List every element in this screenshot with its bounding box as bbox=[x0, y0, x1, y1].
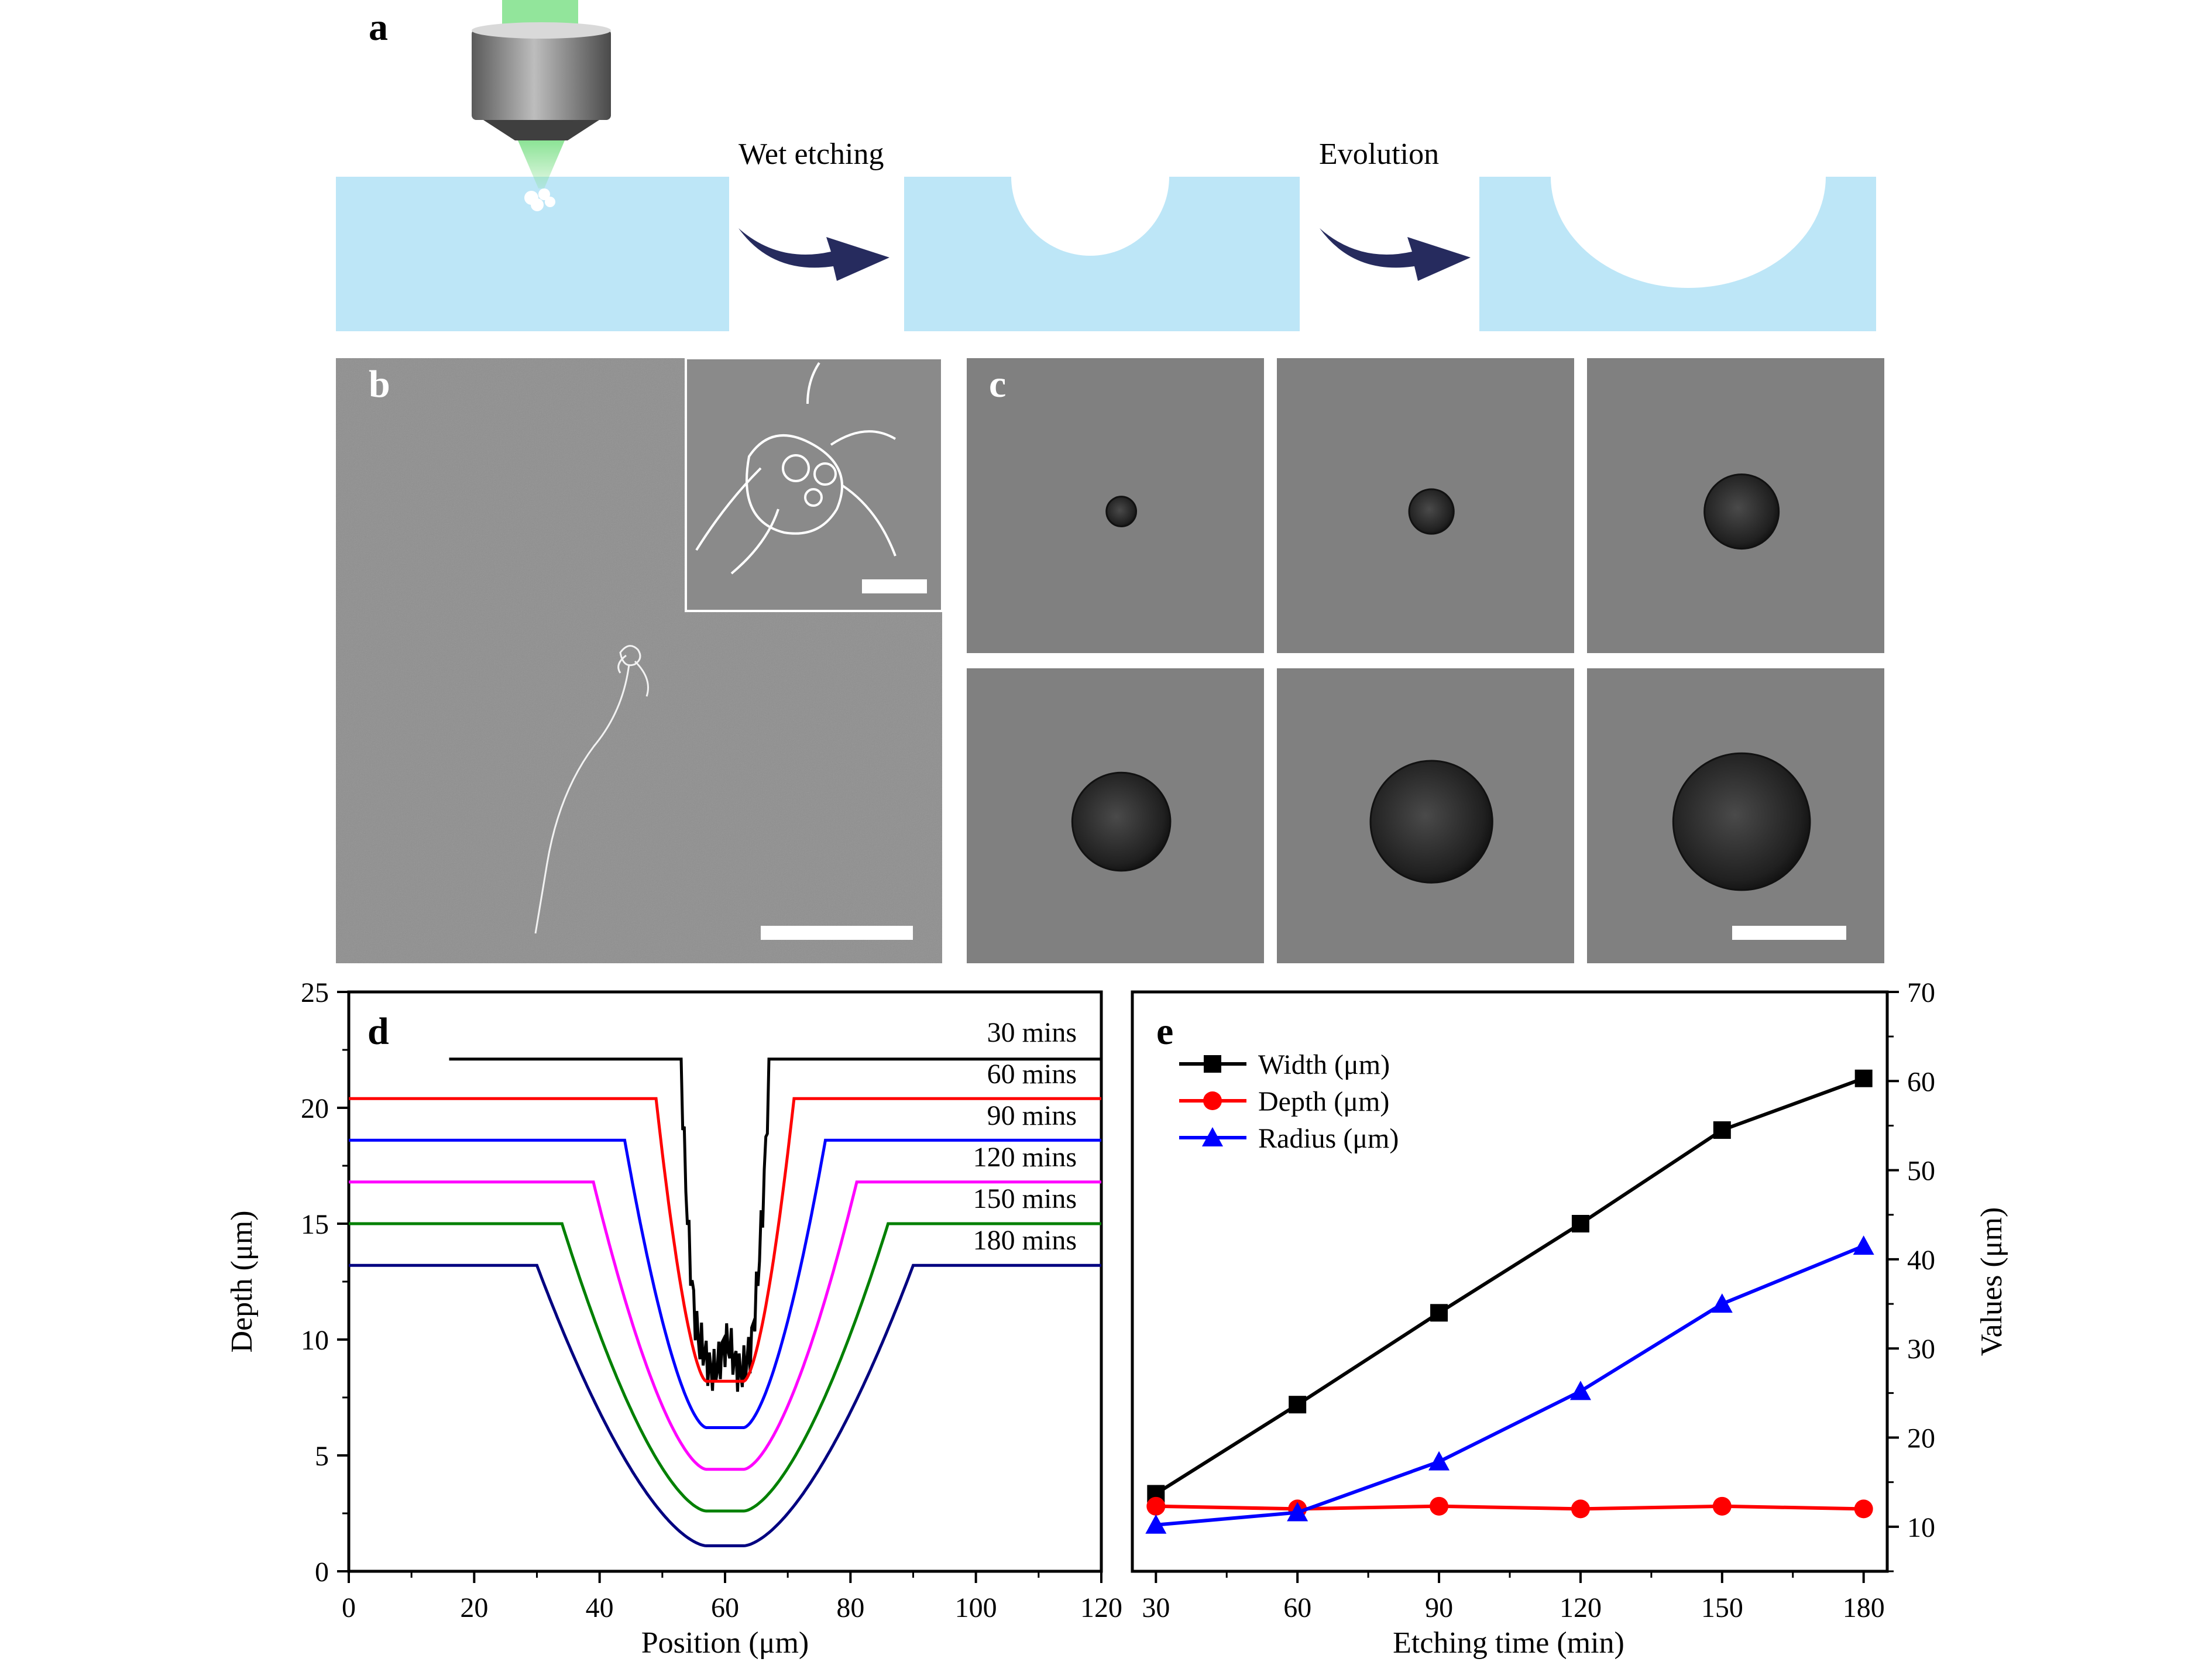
series-label: 90 mins bbox=[987, 1100, 1077, 1131]
etched-crater bbox=[1071, 771, 1172, 872]
legend-label: Radius (μm) bbox=[1258, 1123, 1399, 1154]
y-tick-label: 30 bbox=[1907, 1334, 1935, 1365]
y-tick-label: 5 bbox=[315, 1441, 329, 1472]
etched-crater bbox=[1408, 488, 1455, 535]
data-point bbox=[1145, 1514, 1167, 1534]
x-tick-label: 20 bbox=[460, 1592, 488, 1623]
data-point bbox=[1430, 1304, 1448, 1322]
panel-b-sem-image: b bbox=[336, 357, 943, 963]
substrate-2 bbox=[904, 177, 1300, 331]
y-tick-label: 40 bbox=[1907, 1245, 1935, 1276]
x-tick-label: 60 bbox=[1283, 1592, 1311, 1623]
x-tick-label: 120 bbox=[1080, 1592, 1122, 1623]
depth-profile-line bbox=[349, 1180, 1101, 1471]
chart-d-ylabel: Depth (μm) bbox=[225, 1210, 259, 1352]
panel-e-chart: 30 60 90 120 150 180 10 20 30 40 50 60 70 Width (μm)… bbox=[1131, 977, 2008, 1660]
laser-spot-debris bbox=[534, 645, 649, 934]
x-tick-label: 180 bbox=[1843, 1592, 1885, 1623]
series-line bbox=[1156, 1244, 1864, 1527]
series-line bbox=[1156, 1504, 1864, 1511]
depth-profile-line bbox=[349, 1138, 1101, 1429]
y-tick-label: 20 bbox=[1907, 1423, 1935, 1454]
y-tick-label: 50 bbox=[1907, 1156, 1935, 1187]
series-line bbox=[1155, 1076, 1864, 1496]
panel-d-label: d bbox=[367, 1010, 389, 1053]
panel-e-label: e bbox=[1156, 1010, 1173, 1053]
data-point bbox=[1854, 1499, 1873, 1519]
chart-e-xlabel: Etching time (min) bbox=[1393, 1626, 1624, 1660]
depth-profile-line bbox=[349, 1097, 1101, 1383]
inset-debris bbox=[695, 362, 897, 575]
y-tick-label: 0 bbox=[315, 1557, 329, 1588]
etched-crater bbox=[1703, 473, 1780, 550]
y-tick-label: 70 bbox=[1907, 977, 1935, 1008]
series-label: 60 mins bbox=[987, 1059, 1077, 1090]
chart-d-xlabel: Position (μm) bbox=[641, 1626, 809, 1660]
x-tick-label: 90 bbox=[1425, 1592, 1453, 1623]
substrate-3 bbox=[1479, 177, 1876, 331]
y-tick-label: 10 bbox=[301, 1325, 329, 1356]
series-label: 120 mins bbox=[973, 1142, 1077, 1173]
data-point bbox=[1203, 1091, 1222, 1110]
y-tick-label: 10 bbox=[1907, 1512, 1935, 1543]
legend-label: Depth (μm) bbox=[1258, 1086, 1389, 1117]
data-point bbox=[1712, 1496, 1732, 1516]
legend-label: Width (μm) bbox=[1258, 1049, 1390, 1080]
evolution-label: Evolution bbox=[1319, 138, 1439, 171]
series-label: 180 mins bbox=[973, 1225, 1077, 1256]
panel-d-chart: 0 20 40 60 80 100 120 0 5 10 15 20 25 30 mins 60 mins… bbox=[225, 977, 1122, 1660]
etched-crater bbox=[1105, 496, 1138, 527]
data-point bbox=[1289, 1396, 1307, 1414]
x-tick-label: 40 bbox=[586, 1592, 614, 1623]
panel-b-label: b bbox=[369, 363, 390, 406]
data-point bbox=[1853, 1235, 1874, 1255]
data-point bbox=[1428, 1451, 1450, 1471]
x-tick-label: 60 bbox=[711, 1592, 739, 1623]
series-label: 30 mins bbox=[987, 1017, 1077, 1048]
panel-c-label: c bbox=[989, 363, 1006, 406]
x-tick-label: 0 bbox=[342, 1592, 356, 1623]
data-point bbox=[1854, 1069, 1873, 1087]
sem-inset bbox=[685, 357, 943, 612]
data-point bbox=[1204, 1055, 1221, 1073]
data-point bbox=[1711, 1293, 1733, 1313]
data-point bbox=[1287, 1502, 1308, 1522]
data-point bbox=[1146, 1496, 1166, 1516]
wet-etching-label: Wet etching bbox=[739, 138, 884, 171]
y-tick-label: 25 bbox=[301, 977, 329, 1008]
x-tick-label: 120 bbox=[1560, 1592, 1602, 1623]
x-tick-label: 80 bbox=[836, 1592, 864, 1623]
arrow-2-icon bbox=[1320, 228, 1471, 281]
data-point bbox=[1571, 1499, 1590, 1519]
depth-profile-line bbox=[349, 1263, 1101, 1547]
etched-crater bbox=[1369, 760, 1493, 884]
etched-crater bbox=[1672, 752, 1811, 891]
data-point bbox=[1571, 1215, 1589, 1232]
data-point bbox=[1569, 1381, 1591, 1400]
microscope-objective-icon bbox=[472, 0, 611, 211]
y-tick-label: 20 bbox=[301, 1093, 329, 1124]
inset-scale-bar bbox=[862, 579, 927, 593]
chart-e-ylabel: Values (μm) bbox=[1975, 1207, 2008, 1357]
micrograph-scale-bar bbox=[1732, 926, 1846, 940]
panel-a-label: a bbox=[369, 6, 388, 49]
data-point bbox=[1202, 1127, 1223, 1146]
arrow-1-icon bbox=[739, 228, 889, 281]
panel-a-schematic: a Wet etching Evolution bbox=[336, 0, 1876, 331]
sem-scale-bar bbox=[761, 926, 913, 940]
depth-profile-line bbox=[449, 1057, 1101, 1392]
panel-c-micrographs: c bbox=[967, 358, 1884, 963]
x-tick-label: 150 bbox=[1701, 1592, 1743, 1623]
x-tick-label: 30 bbox=[1142, 1592, 1170, 1623]
depth-profile-line bbox=[349, 1222, 1101, 1513]
y-tick-label: 60 bbox=[1907, 1066, 1935, 1097]
series-label: 150 mins bbox=[973, 1183, 1077, 1214]
data-point bbox=[1713, 1121, 1731, 1139]
x-tick-label: 100 bbox=[955, 1592, 997, 1623]
y-tick-label: 15 bbox=[301, 1209, 329, 1240]
data-point bbox=[1430, 1496, 1449, 1516]
